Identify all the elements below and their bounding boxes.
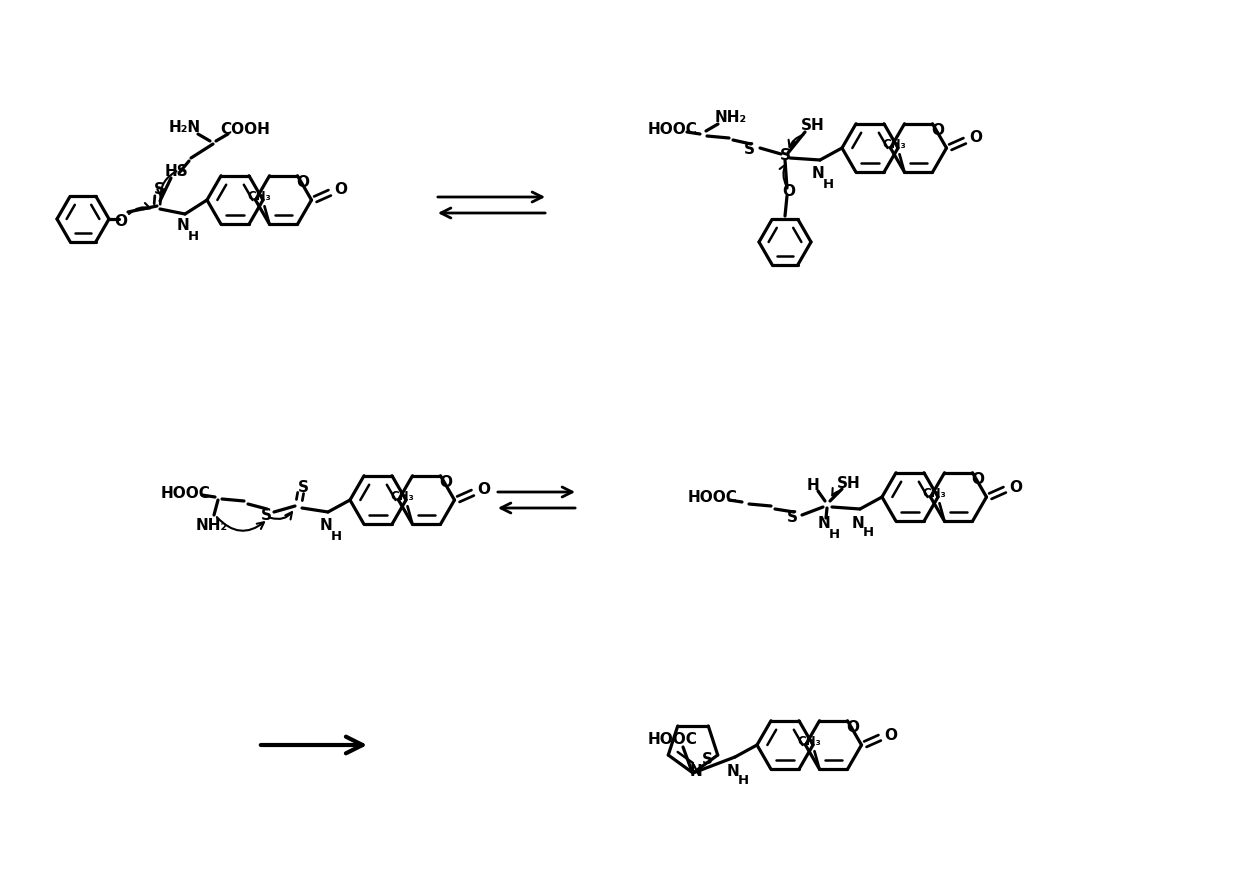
Text: O: O (782, 184, 796, 199)
Text: CH₃: CH₃ (797, 735, 821, 748)
Text: CH₃: CH₃ (923, 487, 946, 500)
Text: CH₃: CH₃ (248, 190, 272, 203)
Text: N: N (852, 515, 864, 530)
Text: HOOC: HOOC (649, 123, 698, 137)
Text: HS: HS (165, 165, 188, 180)
Text: S: S (780, 149, 791, 164)
Text: N: N (817, 516, 831, 531)
Text: S: S (786, 511, 797, 525)
Text: O: O (114, 214, 128, 230)
Text: S: S (260, 507, 272, 522)
Text: O: O (968, 131, 982, 145)
Text: N: N (727, 764, 739, 779)
Text: N: N (689, 764, 702, 779)
Text: S: S (744, 142, 754, 158)
Text: S: S (298, 481, 309, 496)
Text: H: H (330, 530, 341, 543)
Text: H: H (187, 230, 198, 242)
Text: H: H (807, 479, 820, 493)
Text: O: O (296, 175, 309, 190)
Text: N: N (176, 219, 190, 233)
Text: H: H (828, 528, 839, 540)
Text: O: O (477, 482, 490, 498)
Text: H: H (822, 177, 833, 190)
Text: S: S (702, 751, 713, 766)
Text: O: O (846, 720, 859, 735)
Text: H: H (738, 774, 749, 788)
Text: O: O (971, 473, 985, 487)
Text: N: N (812, 166, 825, 182)
Text: SH: SH (837, 476, 861, 491)
Text: S: S (154, 182, 165, 198)
Text: HOOC: HOOC (649, 732, 698, 747)
Text: O: O (1009, 480, 1022, 495)
Text: H: H (863, 527, 873, 539)
Text: CH₃: CH₃ (883, 138, 906, 150)
Text: COOH: COOH (219, 123, 270, 137)
Text: O: O (334, 182, 347, 198)
Text: O: O (931, 123, 944, 138)
Text: O: O (884, 727, 897, 742)
Text: H₂N: H₂N (169, 120, 201, 135)
Text: HOOC: HOOC (688, 490, 738, 506)
Text: O: O (439, 475, 453, 490)
Text: HOOC: HOOC (161, 486, 211, 500)
Text: CH₃: CH₃ (391, 490, 414, 503)
Text: N: N (320, 519, 332, 533)
Text: NH₂: NH₂ (196, 517, 228, 532)
Text: NH₂: NH₂ (715, 110, 746, 125)
Text: SH: SH (801, 118, 825, 134)
